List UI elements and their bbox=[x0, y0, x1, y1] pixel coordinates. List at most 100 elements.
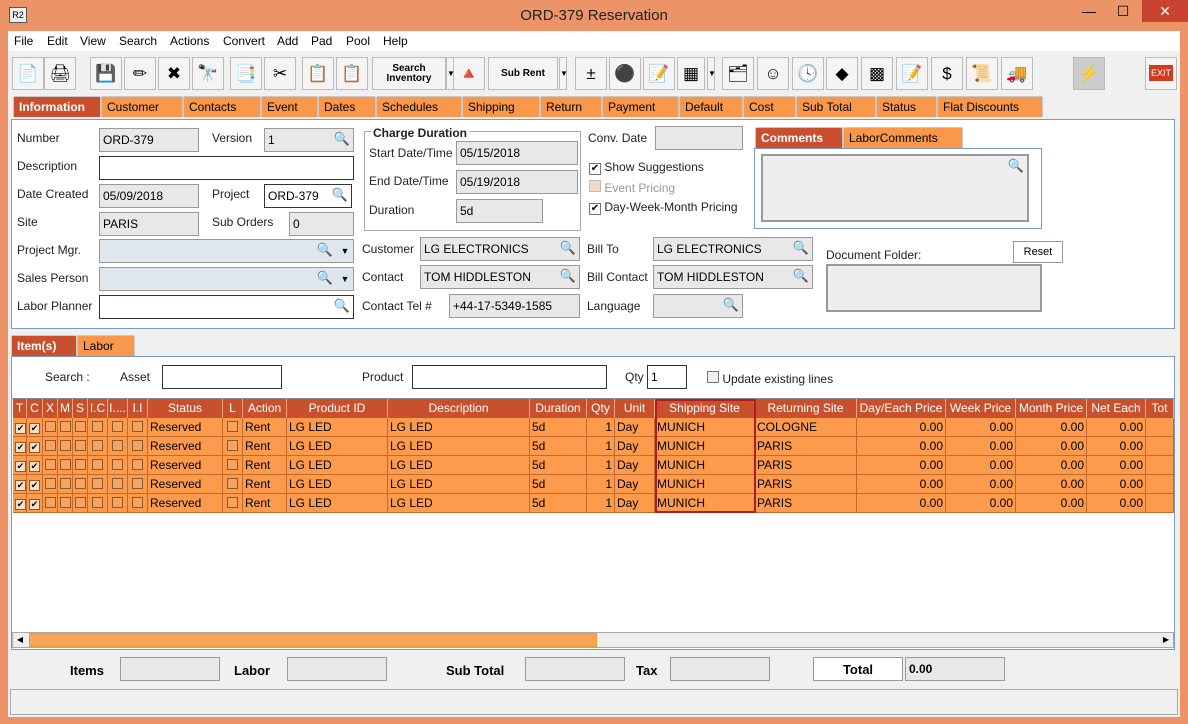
language-field[interactable]: 🔍 bbox=[653, 294, 743, 318]
tab-labor-comments[interactable]: LaborComments bbox=[843, 127, 963, 148]
comments-textarea[interactable]: 🔍 bbox=[761, 154, 1029, 222]
checkbox[interactable] bbox=[60, 459, 71, 470]
cell-checkbox[interactable] bbox=[73, 456, 88, 475]
reset-button[interactable]: Reset bbox=[1013, 241, 1063, 263]
checkbox[interactable] bbox=[589, 180, 601, 192]
cell-checkbox[interactable] bbox=[88, 418, 108, 437]
chevron-down-icon[interactable]: ▼ bbox=[340, 246, 350, 256]
save-button[interactable]: 💾 bbox=[90, 57, 122, 90]
checkbox[interactable]: ✔ bbox=[15, 461, 26, 472]
checkbox[interactable] bbox=[112, 421, 123, 432]
paste-button[interactable]: 📋 bbox=[336, 57, 368, 90]
column-header-0[interactable]: T bbox=[13, 399, 27, 418]
search-inventory-button[interactable]: Search Inventory bbox=[372, 57, 446, 90]
tab-schedules[interactable]: Schedules bbox=[376, 96, 462, 117]
scroll-left-arrow-icon[interactable]: ◀ bbox=[16, 635, 24, 644]
checkbox[interactable] bbox=[227, 497, 238, 508]
description-field[interactable] bbox=[99, 156, 354, 180]
cell-checkbox[interactable] bbox=[73, 475, 88, 494]
checkbox[interactable] bbox=[45, 421, 56, 432]
copy-button[interactable]: 📋 bbox=[302, 57, 334, 90]
project-mgr-combo[interactable]: 🔍 ▼ bbox=[99, 239, 354, 263]
search-icon[interactable]: 🔍 bbox=[722, 297, 739, 312]
dropdown-arrow-icon[interactable]: ▼ bbox=[559, 57, 568, 90]
version-field[interactable]: 1 🔍 bbox=[264, 128, 354, 152]
event-pricing-checkbox[interactable]: Event Pricing bbox=[589, 180, 675, 195]
chevron-down-icon[interactable]: ▼ bbox=[340, 274, 350, 284]
cell-checkbox[interactable] bbox=[58, 418, 73, 437]
column-header-5[interactable]: I.C bbox=[88, 399, 108, 418]
sales-person-combo[interactable]: 🔍 ▼ bbox=[99, 267, 354, 291]
checkbox[interactable]: ✔ bbox=[15, 442, 26, 453]
cell-checkbox[interactable]: ✔ bbox=[27, 475, 43, 494]
tab-shipping[interactable]: Shipping bbox=[462, 96, 540, 117]
menu-convert[interactable]: Convert bbox=[223, 34, 266, 48]
cell-checkbox[interactable] bbox=[108, 437, 128, 456]
menu-pad[interactable]: Pad bbox=[311, 34, 333, 48]
cell-checkbox[interactable] bbox=[43, 418, 58, 437]
cell-checkbox[interactable]: ✔ bbox=[13, 475, 27, 494]
dropdown-arrow-icon[interactable]: ▼ bbox=[446, 57, 455, 90]
menu-view[interactable]: View bbox=[80, 34, 106, 48]
checkbox[interactable]: ✔ bbox=[29, 461, 40, 472]
edit-pencil-button[interactable]: ✏ bbox=[124, 57, 156, 90]
menu-pool[interactable]: Pool bbox=[346, 34, 371, 48]
tab-labor[interactable]: Labor bbox=[77, 335, 135, 356]
column-header-18[interactable]: Day/Each Price bbox=[857, 399, 946, 418]
column-header-11[interactable]: Product ID bbox=[287, 399, 388, 418]
cell-checkbox[interactable]: ✔ bbox=[13, 456, 27, 475]
edit-form-button[interactable]: 📝 bbox=[896, 57, 928, 90]
checkbox[interactable] bbox=[227, 440, 238, 451]
product-input[interactable] bbox=[412, 365, 607, 389]
checkbox[interactable]: ✔ bbox=[589, 203, 601, 215]
column-header-20[interactable]: Month Price bbox=[1016, 399, 1087, 418]
checkbox[interactable] bbox=[60, 497, 71, 508]
checkbox[interactable] bbox=[92, 440, 103, 451]
cell-checkbox[interactable] bbox=[73, 418, 88, 437]
tab-contacts[interactable]: Contacts bbox=[183, 96, 261, 117]
tab-default[interactable]: Default bbox=[679, 96, 743, 117]
column-header-22[interactable]: Tot bbox=[1146, 399, 1174, 418]
cell-checkbox[interactable] bbox=[223, 437, 243, 456]
asset-input[interactable] bbox=[162, 365, 282, 389]
column-header-9[interactable]: L bbox=[223, 399, 243, 418]
pool-button[interactable]: ⚫ bbox=[609, 57, 641, 90]
column-header-7[interactable]: I.I bbox=[128, 399, 148, 418]
cell-checkbox[interactable] bbox=[58, 437, 73, 456]
cell-checkbox[interactable] bbox=[1146, 494, 1174, 513]
delete-button[interactable]: ✖ bbox=[158, 57, 190, 90]
customer-field[interactable]: LG ELECTRONICS 🔍 bbox=[420, 237, 580, 261]
menu-actions[interactable]: Actions bbox=[170, 34, 210, 48]
tab-flat-discounts[interactable]: Flat Discounts bbox=[937, 96, 1043, 117]
checkbox[interactable]: ✔ bbox=[29, 423, 40, 434]
checkbox[interactable] bbox=[75, 440, 86, 451]
column-header-12[interactable]: Description bbox=[388, 399, 530, 418]
checkbox[interactable] bbox=[75, 497, 86, 508]
column-header-19[interactable]: Week Price bbox=[946, 399, 1016, 418]
cell-checkbox[interactable] bbox=[43, 456, 58, 475]
column-header-3[interactable]: M bbox=[58, 399, 73, 418]
search-icon[interactable]: 🔍 bbox=[316, 270, 333, 285]
search-icon[interactable]: 🔍 bbox=[331, 187, 348, 202]
scrollbar-thumb[interactable] bbox=[29, 633, 597, 647]
checkbox[interactable] bbox=[132, 497, 143, 508]
cell-checkbox[interactable] bbox=[223, 456, 243, 475]
cell-checkbox[interactable]: ✔ bbox=[27, 456, 43, 475]
tab-customer[interactable]: Customer bbox=[101, 96, 183, 117]
qty-input[interactable]: 1 bbox=[647, 365, 687, 389]
eraser-button[interactable]: ◆ bbox=[826, 57, 858, 90]
column-header-1[interactable]: C bbox=[27, 399, 43, 418]
bolt-button[interactable]: ⚡ bbox=[1073, 57, 1105, 90]
search-icon[interactable]: 🔍 bbox=[792, 240, 809, 255]
stack-button[interactable]: ▩ bbox=[861, 57, 893, 90]
cell-checkbox[interactable] bbox=[1146, 475, 1174, 494]
cell-checkbox[interactable] bbox=[73, 437, 88, 456]
column-header-21[interactable]: Net Each bbox=[1087, 399, 1146, 418]
menu-help[interactable]: Help bbox=[383, 34, 408, 48]
search-icon[interactable]: 🔍 bbox=[333, 298, 350, 313]
cell-checkbox[interactable]: ✔ bbox=[27, 437, 43, 456]
checkbox[interactable] bbox=[227, 421, 238, 432]
org-chart-button[interactable]: 🗂 bbox=[722, 57, 754, 90]
column-header-14[interactable]: Qty bbox=[587, 399, 615, 418]
cell-checkbox[interactable] bbox=[43, 494, 58, 513]
